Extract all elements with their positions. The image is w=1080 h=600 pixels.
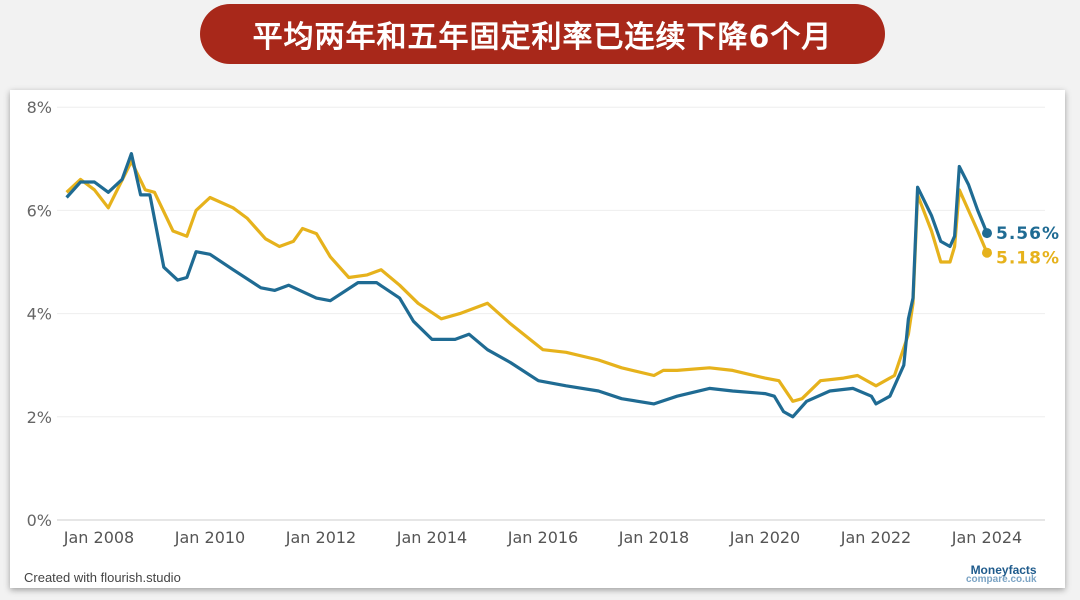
y-tick-label: 4%	[27, 305, 52, 324]
x-tick-label: Jan 2024	[951, 528, 1022, 547]
end-label-two_year: 5.56%	[996, 224, 1060, 244]
end-point-five_year	[982, 247, 992, 258]
logo-line-1: Moneyfacts	[970, 563, 1037, 577]
x-tick-label: Jan 2010	[174, 528, 245, 547]
x-tick-label: Jan 2014	[396, 528, 467, 547]
logo-line-2: compare.co.uk	[966, 574, 1037, 585]
end-point-two_year	[982, 228, 992, 239]
chart-card	[10, 90, 1065, 588]
title-banner: 平均两年和五年固定利率已连续下降6个月	[200, 4, 885, 64]
y-tick-label: 0%	[27, 511, 52, 530]
y-tick-label: 2%	[27, 408, 52, 427]
y-tick-label: 8%	[27, 98, 52, 117]
series-line-five_year	[65, 159, 989, 403]
x-tick-label: Jan 2018	[618, 528, 689, 547]
x-tick-label: Jan 2020	[729, 528, 800, 547]
y-tick-label: 6%	[27, 201, 52, 220]
x-tick-label: Jan 2008	[63, 528, 134, 547]
x-tick-label: Jan 2016	[507, 528, 578, 547]
x-tick-label: Jan 2022	[840, 528, 911, 547]
moneyfacts-logo: Moneyfacts compare.co.uk	[966, 563, 1037, 585]
credit-text[interactable]: Created with flourish.studio	[24, 570, 181, 585]
series-line-two_year	[65, 152, 989, 419]
end-label-five_year: 5.18%	[996, 249, 1060, 269]
x-tick-label: Jan 2012	[285, 528, 356, 547]
